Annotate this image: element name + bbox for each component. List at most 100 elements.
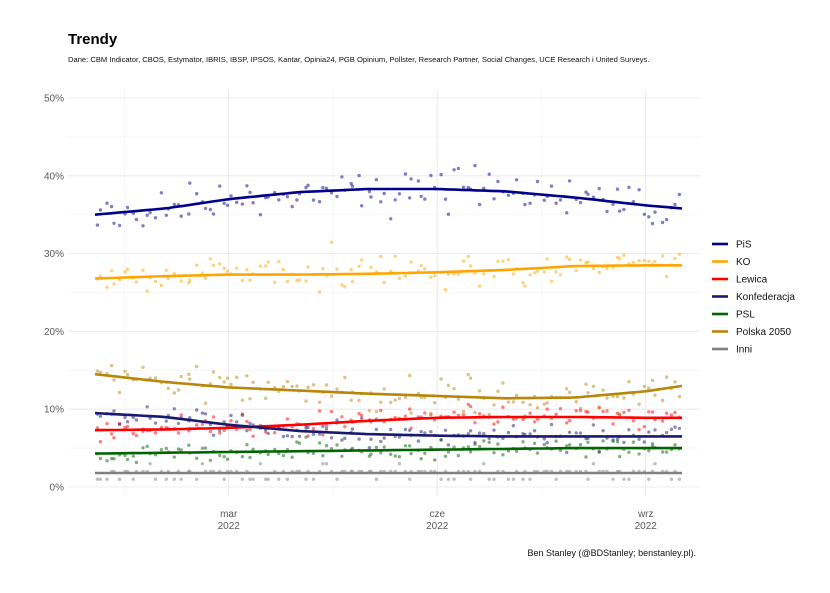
poll-point-pis — [374, 178, 379, 182]
legend-label: Konfederacja — [736, 292, 795, 303]
poll-point-lewica — [669, 413, 674, 417]
poll-point-polska-2050 — [343, 375, 347, 380]
poll-point-pis — [523, 202, 527, 207]
poll-point-polska-2050 — [409, 411, 413, 415]
poll-point-lewica — [112, 436, 116, 440]
poll-point-psl — [482, 439, 486, 443]
poll-point-ko — [273, 280, 277, 284]
poll-point-lewica — [545, 407, 549, 411]
poll-point-pis — [240, 202, 245, 206]
poll-point-polska-2050 — [408, 373, 412, 378]
poll-point-inni — [591, 462, 596, 466]
poll-point-pis — [673, 202, 677, 207]
poll-point-pis — [586, 192, 590, 196]
poll-point-pis — [535, 179, 540, 184]
poll-point-polska-2050 — [290, 384, 294, 389]
poll-point-polska-2050 — [501, 381, 505, 385]
poll-point-pis — [188, 181, 192, 185]
poll-point-psl — [251, 447, 255, 451]
poll-point-polska-2050 — [429, 411, 433, 415]
poll-point-ko — [618, 257, 622, 261]
poll-point-konfederacja — [567, 430, 572, 434]
poll-point-lewica — [468, 404, 473, 409]
poll-point-ko — [523, 284, 527, 288]
y-tick-label: 20% — [44, 327, 64, 338]
poll-point-ko — [125, 267, 130, 271]
poll-point-konfederacja — [211, 433, 216, 437]
poll-point-psl — [586, 440, 590, 444]
poll-point-lewica — [264, 430, 268, 434]
poll-point-pis — [187, 212, 191, 216]
poll-point-lewica — [409, 426, 413, 430]
poll-point-psl — [673, 443, 677, 447]
poll-point-psl — [195, 456, 199, 460]
poll-point-psl — [429, 445, 433, 450]
poll-point-ko — [605, 266, 609, 271]
poll-point-konfederacja — [642, 440, 646, 444]
poll-point-polska-2050 — [117, 390, 122, 395]
poll-point-inni — [195, 477, 199, 481]
poll-point-lewica — [473, 421, 477, 425]
poll-point-polska-2050 — [349, 398, 353, 402]
poll-point-ko — [578, 258, 583, 262]
poll-point-konfederacja — [203, 412, 208, 416]
poll-point-konfederacja — [176, 421, 181, 426]
poll-point-lewica — [492, 422, 496, 426]
poll-point-polska-2050 — [487, 412, 491, 417]
poll-point-pis — [295, 198, 299, 202]
poll-point-konfederacja — [306, 425, 310, 430]
poll-point-polska-2050 — [586, 391, 590, 395]
poll-point-konfederacja — [188, 416, 192, 420]
poll-point-pis — [367, 189, 372, 194]
poll-point-ko — [245, 268, 249, 272]
poll-point-pis — [403, 172, 408, 176]
poll-point-psl — [403, 444, 408, 448]
poll-point-pis — [549, 184, 554, 188]
poll-point-pis — [637, 188, 641, 192]
poll-point-konfederacja — [482, 431, 486, 436]
poll-point-polska-2050 — [245, 374, 249, 378]
poll-point-psl — [125, 457, 130, 462]
poll-point-inni — [521, 477, 525, 481]
poll-point-pis — [456, 166, 461, 171]
poll-point-pis — [195, 192, 199, 196]
poll-point-pis — [429, 173, 433, 178]
poll-point-polska-2050 — [306, 385, 310, 389]
poll-point-inni — [408, 477, 412, 481]
poll-point-polska-2050 — [597, 406, 601, 410]
poll-point-konfederacja — [382, 436, 386, 440]
legend-label: PSL — [736, 310, 755, 321]
poll-point-psl — [159, 448, 164, 452]
poll-point-inni — [374, 477, 379, 481]
poll-point-psl — [200, 446, 205, 450]
poll-point-lewica — [637, 427, 641, 432]
legend-label: Polska 2050 — [736, 327, 791, 338]
poll-point-pis — [443, 197, 448, 201]
chart-subtitle: Dane: CBM Indicator, CBOS, Estymator, IB… — [68, 55, 649, 64]
poll-point-pis — [615, 187, 620, 191]
y-tick-label: 50% — [44, 94, 64, 105]
poll-point-pis — [642, 212, 646, 216]
legend-label: KO — [736, 257, 751, 268]
poll-point-pis — [664, 217, 669, 222]
poll-point-psl — [487, 440, 491, 444]
poll-point-ko — [456, 272, 461, 276]
poll-point-ko — [277, 260, 281, 264]
poll-point-psl — [637, 452, 641, 456]
poll-point-ko — [179, 279, 183, 283]
poll-point-konfederacja — [443, 428, 448, 432]
poll-point-lewica — [95, 426, 100, 430]
poll-point-psl — [397, 455, 402, 459]
poll-point-konfederacja — [367, 446, 372, 450]
poll-point-ko — [340, 283, 344, 287]
poll-point-polska-2050 — [601, 388, 605, 392]
poll-point-polska-2050 — [618, 413, 622, 417]
poll-point-lewica — [360, 413, 364, 418]
poll-point-psl — [374, 445, 379, 450]
poll-point-lewica — [528, 411, 532, 415]
poll-point-pis — [578, 200, 583, 205]
poll-point-konfederacja — [195, 408, 199, 412]
poll-point-lewica — [660, 419, 665, 423]
poll-point-ko — [653, 259, 657, 264]
poll-point-konfederacja — [492, 428, 496, 432]
